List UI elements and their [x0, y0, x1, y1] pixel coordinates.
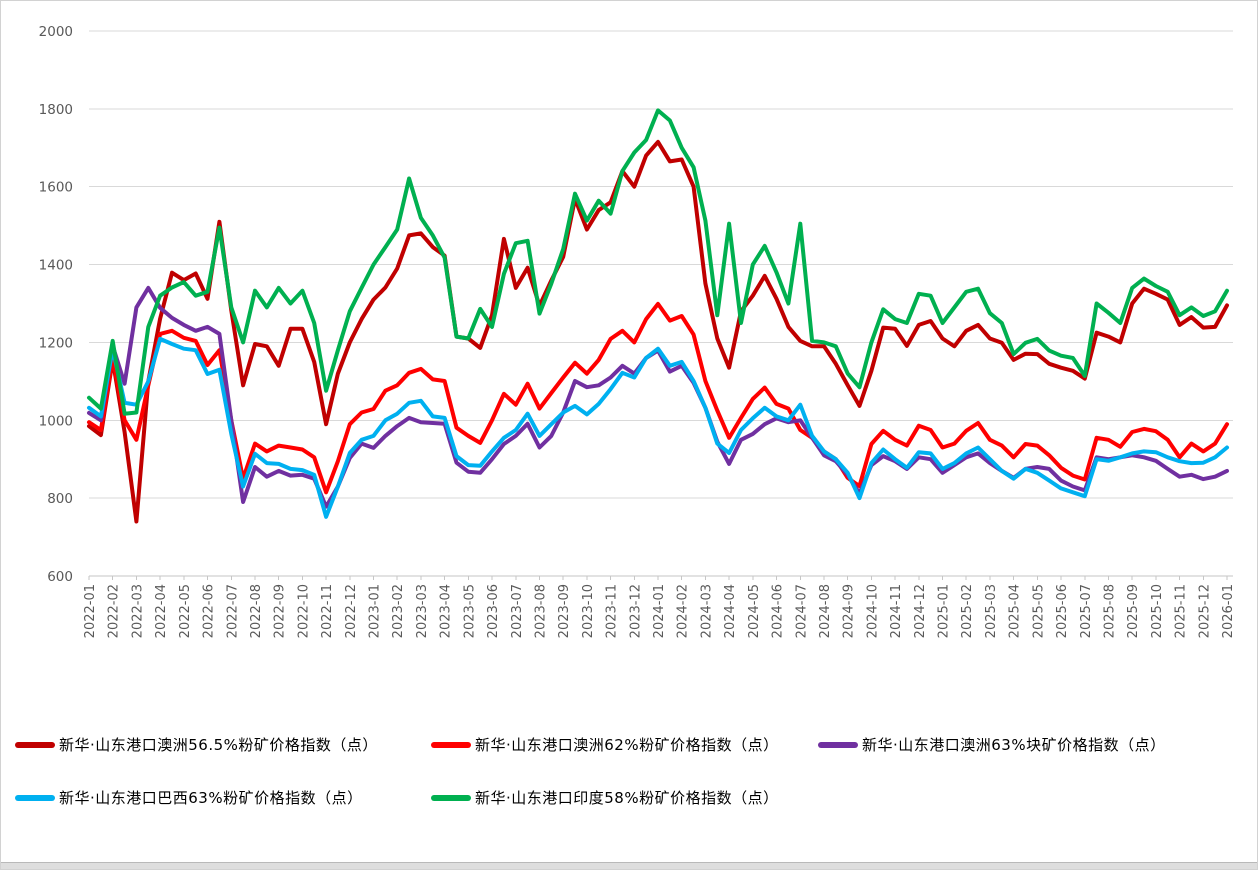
series-line-1 [87, 301, 1229, 495]
x-axis-label: 2023-02 [391, 584, 406, 638]
x-axis-label: 2025-09 [1126, 584, 1141, 638]
x-axis-label: 2024-10 [865, 584, 880, 638]
x-axis-label: 2022-03 [130, 584, 145, 638]
x-axis-label: 2024-01 [652, 584, 667, 638]
x-axis-label: 2024-06 [771, 584, 786, 638]
x-axis-label: 2023-09 [557, 584, 572, 638]
x-axis-label: 2024-08 [818, 584, 833, 638]
legend-line-swatch [431, 741, 471, 748]
legend-line-swatch [15, 741, 55, 748]
x-axis-label: 2023-12 [628, 584, 643, 638]
legend-line-swatch [818, 741, 858, 748]
x-axis-label: 2025-06 [1055, 584, 1070, 638]
legend-label: 新华·山东港口巴西63%粉矿价格指数（点） [59, 789, 363, 807]
legend-label: 新华·山东港口澳洲62%粉矿价格指数（点） [475, 736, 779, 754]
x-axis-label: 2023-01 [368, 584, 383, 638]
x-axis-label: 2025-11 [1174, 584, 1189, 638]
y-axis-label: 1000 [39, 413, 73, 429]
x-axis-label: 2022-01 [83, 584, 98, 638]
x-axis-label: 2024-03 [699, 584, 714, 638]
x-axis-label: 2025-12 [1197, 584, 1212, 638]
legend-label: 新华·山东港口印度58%粉矿价格指数（点） [475, 789, 779, 807]
x-axis-label: 2022-05 [178, 584, 193, 638]
x-axis-label: 2025-05 [1031, 584, 1046, 638]
y-axis-label: 1600 [39, 180, 73, 196]
legend-item-4: 新华·山东港口印度58%粉矿价格指数（点） [431, 787, 779, 808]
legend-item-1: 新华·山东港口澳洲62%粉矿价格指数（点） [431, 734, 779, 755]
x-axis-label: 2022-10 [296, 584, 311, 638]
y-axis-label: 1400 [39, 258, 73, 274]
x-axis-label: 2023-05 [462, 584, 477, 638]
legend-item-3: 新华·山东港口巴西63%粉矿价格指数（点） [15, 787, 363, 808]
x-axis-label: 2022-07 [225, 584, 240, 638]
x-axis-label: 2025-01 [937, 584, 952, 638]
x-axis-label: 2022-12 [344, 584, 359, 638]
series-line-4 [87, 108, 1229, 416]
x-axis-label: 2024-09 [842, 584, 857, 638]
x-axis-label: 2022-04 [154, 584, 169, 638]
x-axis-label: 2022-11 [320, 584, 335, 638]
x-axis-label: 2023-11 [605, 584, 620, 638]
x-axis-label: 2022-06 [202, 584, 217, 638]
x-axis-label: 2023-07 [510, 584, 525, 638]
x-axis-label: 2024-02 [676, 584, 691, 638]
x-axis-label: 2022-09 [273, 584, 288, 638]
x-axis-label: 2025-10 [1150, 584, 1165, 638]
x-axis-label: 2025-02 [960, 584, 975, 638]
x-axis-label: 2022-08 [249, 584, 264, 638]
x-axis-label: 2023-03 [415, 584, 430, 638]
legend-label: 新华·山东港口澳洲56.5%粉矿价格指数（点） [59, 736, 378, 754]
iron-ore-price-index-line-chart: 600 800 1000 1200 1400 1600 1800 2000 2022-01 202… [39, 24, 1236, 638]
y-axis-label: 800 [47, 491, 73, 507]
window-bottom-edge [1, 862, 1257, 869]
x-axis-label: 2025-07 [1079, 584, 1094, 638]
x-axis-label: 2024-11 [889, 584, 904, 638]
x-axis-label: 2026-01 [1221, 584, 1236, 638]
x-axis-label: 2024-05 [747, 584, 762, 638]
x-axis-label: 2025-03 [984, 584, 999, 638]
x-axis-label: 2023-04 [439, 584, 454, 638]
series-line-3 [87, 336, 1229, 519]
x-axis-label: 2023-06 [486, 584, 501, 638]
x-axis-label: 2025-08 [1102, 584, 1117, 638]
legend-item-0: 新华·山东港口澳洲56.5%粉矿价格指数（点） [15, 734, 378, 755]
series-line-2 [87, 285, 1229, 509]
y-axis-label: 1200 [39, 335, 73, 351]
x-axis-label: 2024-12 [913, 584, 928, 638]
y-axis-label: 1800 [39, 102, 73, 118]
x-axis-label: 2022-02 [107, 584, 122, 638]
series-line-0 [87, 139, 1229, 524]
x-axis-label: 2024-04 [723, 584, 738, 638]
x-axis-label: 2025-04 [1008, 584, 1023, 638]
legend-label: 新华·山东港口澳洲63%块矿价格指数（点） [862, 736, 1166, 754]
legend-line-swatch [431, 794, 471, 801]
legend-line-swatch [15, 794, 55, 801]
x-axis-label: 2023-08 [533, 584, 548, 638]
x-axis-label: 2024-07 [794, 584, 809, 638]
y-axis-label: 600 [47, 569, 73, 585]
legend-item-2: 新华·山东港口澳洲63%块矿价格指数（点） [818, 734, 1166, 755]
x-axis-label: 2023-10 [581, 584, 596, 638]
y-axis-label: 2000 [39, 24, 73, 40]
